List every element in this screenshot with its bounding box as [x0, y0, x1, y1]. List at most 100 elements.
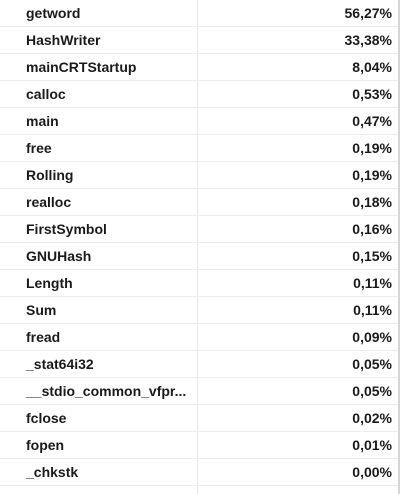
- table-row[interactable]: HashWriter 33,38%: [0, 27, 400, 54]
- function-percent: 8,04%: [352, 59, 392, 75]
- function-percent: 0,15%: [352, 248, 392, 264]
- column-divider: [197, 0, 198, 26]
- function-percent: 0,11%: [353, 302, 392, 318]
- function-name: fread: [26, 329, 61, 345]
- function-name: mainCRTStartup: [26, 59, 137, 75]
- function-name: Sum: [26, 302, 57, 318]
- function-name-cell: GNUHash: [0, 243, 197, 269]
- percent-cell: 0,01%: [198, 432, 400, 458]
- percent-cell: [198, 486, 400, 494]
- column-divider: [197, 270, 198, 296]
- function-name: getword: [26, 5, 81, 21]
- function-name: Length: [26, 275, 73, 291]
- table-row[interactable]: FirstSymbol 0,16%: [0, 216, 400, 243]
- function-name-cell: getword: [0, 0, 197, 26]
- percent-cell: 0,15%: [198, 243, 400, 269]
- table-row[interactable]: Sum 0,11%: [0, 297, 400, 324]
- function-name-cell: Sum: [0, 297, 197, 323]
- table-row[interactable]: mainCRTStartup 8,04%: [0, 54, 400, 81]
- function-percent: 0,47%: [352, 113, 392, 129]
- function-percent: 0,09%: [352, 329, 392, 345]
- table-row[interactable]: free 0,19%: [0, 135, 400, 162]
- percent-cell: 0,53%: [198, 81, 400, 107]
- function-percent: 0,00%: [352, 464, 392, 480]
- function-name-cell: realloc: [0, 189, 197, 215]
- column-divider: [197, 351, 198, 377]
- function-name-cell: Length: [0, 270, 197, 296]
- function-name-cell: free: [0, 135, 197, 161]
- percent-cell: 0,47%: [198, 108, 400, 134]
- percent-cell: 0,02%: [198, 405, 400, 431]
- column-divider: [197, 459, 198, 485]
- function-percent: 0,16%: [352, 221, 392, 237]
- table-row[interactable]: Length 0,11%: [0, 270, 400, 297]
- function-name-cell: __security_init_cookie: [0, 486, 197, 494]
- table-row[interactable]: GNUHash 0,15%: [0, 243, 400, 270]
- function-name: fopen: [26, 437, 65, 453]
- table-row[interactable]: realloc 0,18%: [0, 189, 400, 216]
- function-name: realloc: [26, 194, 72, 210]
- percent-cell: 0,11%: [198, 270, 400, 296]
- function-name: main: [26, 113, 59, 129]
- column-divider: [197, 378, 198, 404]
- column-divider: [197, 135, 198, 161]
- function-name-cell: fread: [0, 324, 197, 350]
- function-name-cell: fopen: [0, 432, 197, 458]
- table-row[interactable]: calloc 0,53%: [0, 81, 400, 108]
- function-name-cell: mainCRTStartup: [0, 54, 197, 80]
- column-divider: [197, 54, 198, 80]
- function-name: GNUHash: [26, 248, 92, 264]
- function-percent: 0,05%: [352, 383, 392, 399]
- function-name-cell: main: [0, 108, 197, 134]
- column-divider: [197, 324, 198, 350]
- column-divider: [197, 27, 198, 53]
- percent-cell: 0,09%: [198, 324, 400, 350]
- function-name: Rolling: [26, 167, 74, 183]
- function-name-cell: Rolling: [0, 162, 197, 188]
- function-percent: 0,01%: [352, 437, 392, 453]
- column-divider: [197, 189, 198, 215]
- percent-cell: 0,19%: [198, 162, 400, 188]
- function-percent: 56,27%: [344, 5, 392, 21]
- table-row[interactable]: fopen 0,01%: [0, 432, 400, 459]
- column-divider: [197, 432, 198, 458]
- percent-cell: 0,05%: [198, 351, 400, 377]
- percent-cell: 33,38%: [198, 27, 400, 53]
- function-percent: 33,38%: [344, 32, 392, 48]
- function-name-cell: _stat64i32: [0, 351, 197, 377]
- function-name: FirstSymbol: [26, 221, 107, 237]
- table-row[interactable]: fclose 0,02%: [0, 405, 400, 432]
- function-percent: 0,11%: [353, 275, 392, 291]
- function-name: __stdio_common_vfpr...: [26, 383, 187, 399]
- table-row[interactable]: fread 0,09%: [0, 324, 400, 351]
- function-percent: 0,19%: [352, 167, 392, 183]
- table-row[interactable]: getword 56,27%: [0, 0, 400, 27]
- table-row-partial[interactable]: __security_init_cookie: [0, 486, 400, 494]
- table-row[interactable]: Rolling 0,19%: [0, 162, 400, 189]
- column-divider: [197, 216, 198, 242]
- function-name-cell: FirstSymbol: [0, 216, 197, 242]
- function-name: fclose: [26, 410, 67, 426]
- function-name: _chkstk: [26, 464, 79, 480]
- function-name: HashWriter: [26, 32, 101, 48]
- function-name-cell: calloc: [0, 81, 197, 107]
- table-row[interactable]: main 0,47%: [0, 108, 400, 135]
- table-row[interactable]: __stdio_common_vfpr... 0,05%: [0, 378, 400, 405]
- column-divider: [197, 108, 198, 134]
- function-percent: 0,05%: [352, 356, 392, 372]
- function-name-cell: _chkstk: [0, 459, 197, 485]
- percent-cell: 56,27%: [198, 0, 400, 26]
- function-name: free: [26, 140, 52, 156]
- column-divider: [197, 405, 198, 431]
- column-divider: [197, 297, 198, 323]
- table-row[interactable]: _chkstk 0,00%: [0, 459, 400, 486]
- column-divider: [197, 243, 198, 269]
- percent-cell: 0,00%: [198, 459, 400, 485]
- function-name-cell: fclose: [0, 405, 197, 431]
- percent-cell: 0,18%: [198, 189, 400, 215]
- function-name: calloc: [26, 86, 66, 102]
- percent-cell: 0,11%: [198, 297, 400, 323]
- table-row[interactable]: _stat64i32 0,05%: [0, 351, 400, 378]
